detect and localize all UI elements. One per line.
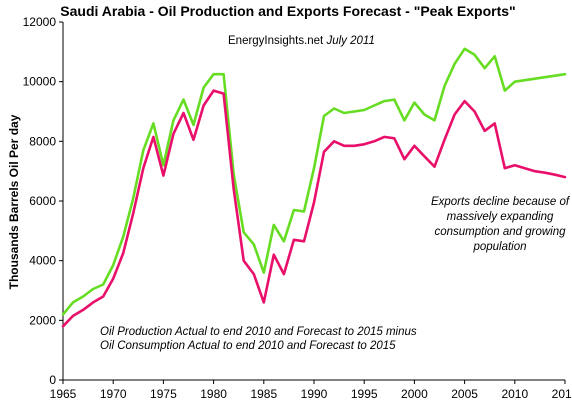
x-tick-label: 1985	[250, 387, 277, 401]
x-tick-label: 2000	[401, 387, 428, 401]
y-tick-label: 0	[49, 373, 56, 387]
annotation-line: Oil Production Actual to end 2010 and Fo…	[100, 326, 417, 338]
annotation-0: Exports decline because of massively expa…	[431, 196, 571, 253]
x-tick-label: 2015	[552, 387, 572, 401]
series-line-1	[61, 89, 567, 328]
annotation-line: Exports decline because of	[431, 196, 571, 208]
x-tick-label: 1975	[150, 387, 177, 401]
annotation-line: population	[472, 241, 526, 253]
y-tick-label: 8000	[29, 134, 56, 148]
x-tick-label: 1980	[200, 387, 227, 401]
y-tick-label: 12000	[23, 15, 57, 29]
y-tick-label: 10000	[23, 75, 57, 89]
source-label: EnergyInsights.net July 2011	[228, 35, 375, 47]
y-tick-label: 6000	[29, 194, 56, 208]
x-tick-label: 1995	[351, 387, 378, 401]
x-tick-label: 2005	[451, 387, 478, 401]
annotation-line: massively expanding	[447, 211, 554, 223]
y-axis-label: Thousands Barrels Oil Per day	[7, 114, 21, 289]
annotation-1: Oil Production Actual to end 2010 and Fo…	[100, 326, 417, 352]
source-date: July 2011	[325, 35, 374, 47]
x-tick-label: 1970	[100, 387, 127, 401]
y-tick-label: 4000	[29, 254, 56, 268]
axis-ticks: 0 2000 4000 6000 8000 10000 12000 1965 1970 1975 1…	[23, 15, 572, 401]
x-tick-label: 1990	[301, 387, 328, 401]
annotations: Exports decline because of massively expa…	[100, 196, 571, 352]
chart-title: Saudi Arabia - Oil Production and Export…	[60, 3, 515, 19]
x-tick-label: 2010	[501, 387, 528, 401]
annotation-line: Oil Consumption Actual to end 2010 and F…	[100, 340, 396, 352]
source-name: EnergyInsights.net	[228, 35, 324, 47]
y-tick-label: 2000	[29, 313, 56, 327]
series-line-0	[61, 47, 567, 316]
annotation-line: consumption and growing	[434, 226, 566, 238]
x-tick-label: 1965	[50, 387, 77, 401]
series-group	[61, 47, 567, 328]
